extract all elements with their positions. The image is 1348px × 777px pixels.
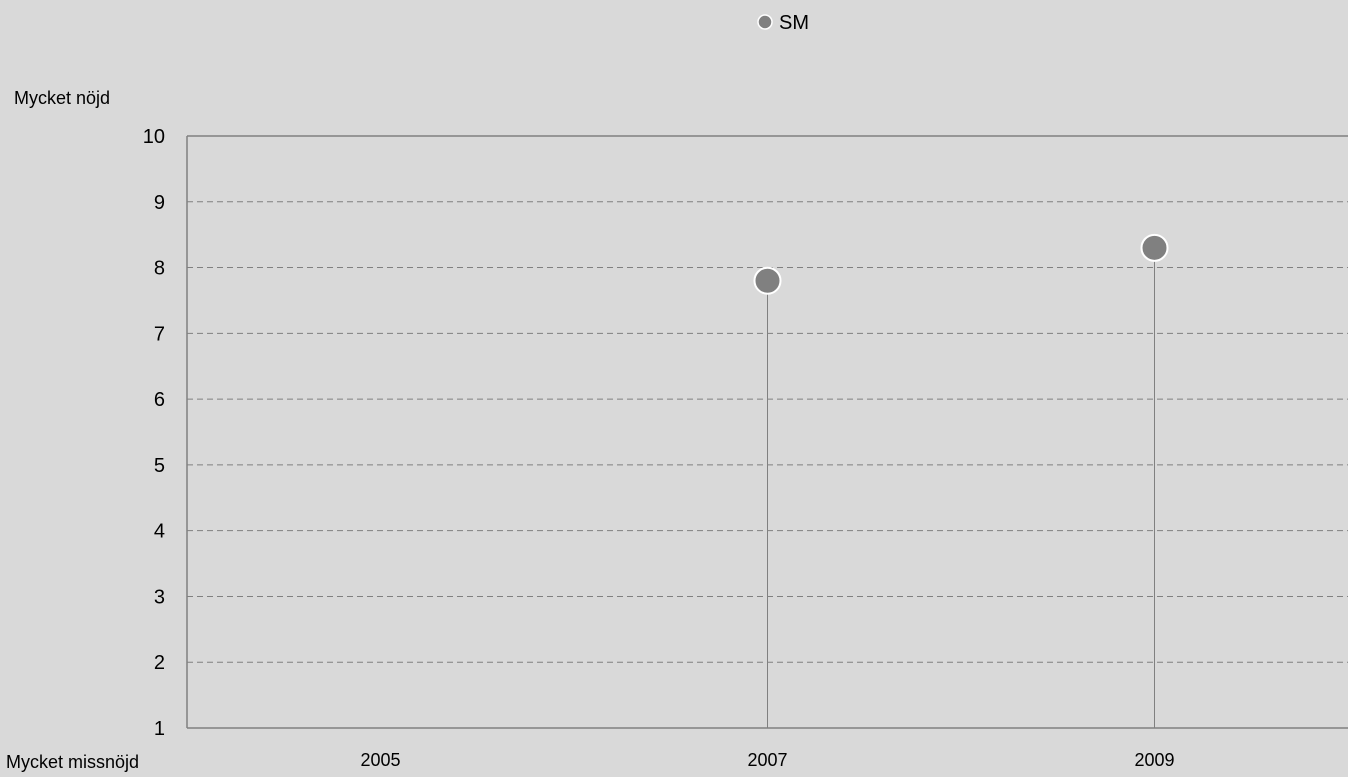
x-tick-label-2009: 2009 <box>1134 750 1174 770</box>
y-tick-label-3: 3 <box>154 586 165 608</box>
y-tick-label-5: 5 <box>154 455 165 477</box>
y-tick-label-8: 8 <box>154 258 165 280</box>
y-tick-label-10: 10 <box>143 126 165 148</box>
legend-marker-sm <box>757 14 773 30</box>
y-tick-label-1: 1 <box>154 718 165 740</box>
data-point-2009 <box>1140 233 1169 262</box>
data-marks <box>753 233 1169 728</box>
y-tick-labels: 1 2 3 4 5 6 7 8 9 10 <box>143 126 165 740</box>
data-point-2007 <box>753 266 782 295</box>
x-tick-label-2005: 2005 <box>360 750 400 770</box>
y-tick-label-6: 6 <box>154 389 165 411</box>
y-axis-bottom-label: Mycket missnöjd <box>6 752 139 772</box>
x-tick-label-2007: 2007 <box>747 750 787 770</box>
y-tick-label-4: 4 <box>154 521 165 543</box>
legend: SM <box>757 12 809 34</box>
y-tick-label-7: 7 <box>154 323 165 345</box>
legend-label-sm: SM <box>779 12 809 34</box>
y-axis-top-label: Mycket nöjd <box>14 88 110 108</box>
x-tick-labels: 2005 2007 2009 <box>360 750 1174 770</box>
y-tick-label-2: 2 <box>154 652 165 674</box>
y-tick-label-9: 9 <box>154 192 165 214</box>
